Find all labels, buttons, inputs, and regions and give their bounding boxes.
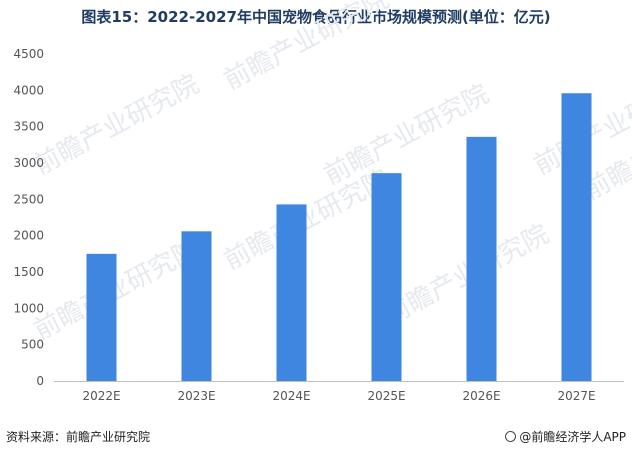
x-tick-label: 2026E <box>462 389 500 403</box>
brand-text: @前瞻经济学人APP <box>519 430 626 444</box>
watermark-5: 前瞻产业研究院 <box>219 164 394 276</box>
y-tick-label: 4000 <box>13 83 44 97</box>
bar-2026E <box>466 136 497 381</box>
x-tick-label: 2027E <box>557 389 595 403</box>
y-tick-label: 1000 <box>13 301 44 315</box>
x-tick-label: 2023E <box>177 389 215 403</box>
watermark-layer: 前瞻产业研究院前瞻产业研究院前瞻产业研究院前瞻产业研究院前瞻产业研究院前瞻产业研… <box>29 0 632 346</box>
bar-2022E <box>86 253 117 381</box>
x-tick-label: 2022E <box>82 389 120 403</box>
y-axis-ticks: 0 500 1000 1500 2000 2500 3000 3500 4000 4500 <box>13 47 44 388</box>
x-tick-label: 2024E <box>272 389 310 403</box>
bar-2025E <box>371 173 402 381</box>
y-tick-label: 4500 <box>13 47 44 61</box>
y-tick-label: 0 <box>36 374 44 388</box>
watermark-1: 前瞻产业研究院 <box>219 0 394 96</box>
bar-2027E <box>561 93 592 382</box>
bar-2024E <box>276 204 307 381</box>
brand-logo-icon <box>505 431 517 442</box>
watermark-0: 前瞻产业研究院 <box>29 69 204 181</box>
chart-title: 图表15：2022-2027年中国宠物食品行业市场规模预测(单位：亿元) <box>81 8 551 26</box>
bars <box>86 93 592 382</box>
x-tick-label: 2025E <box>367 389 405 403</box>
brand-credit: @前瞻经济学人APP <box>505 428 626 445</box>
y-tick-label: 1500 <box>13 265 44 279</box>
y-tick-label: 3000 <box>13 156 44 170</box>
x-axis-ticks: 2022E 2023E 2024E 2025E 2026E 2027E <box>82 389 595 403</box>
bar-2023E <box>181 231 212 381</box>
source-note: 资料来源：前瞻产业研究院 <box>6 430 151 444</box>
watermark-4: 前瞻产业研究院 <box>29 234 204 346</box>
y-tick-label: 3500 <box>13 120 44 134</box>
y-tick-label: 2000 <box>13 229 44 243</box>
y-tick-label: 500 <box>21 338 44 352</box>
y-tick-label: 2500 <box>13 192 44 206</box>
bar-chart: 前瞻产业研究院前瞻产业研究院前瞻产业研究院前瞻产业研究院前瞻产业研究院前瞻产业研… <box>13 0 632 403</box>
